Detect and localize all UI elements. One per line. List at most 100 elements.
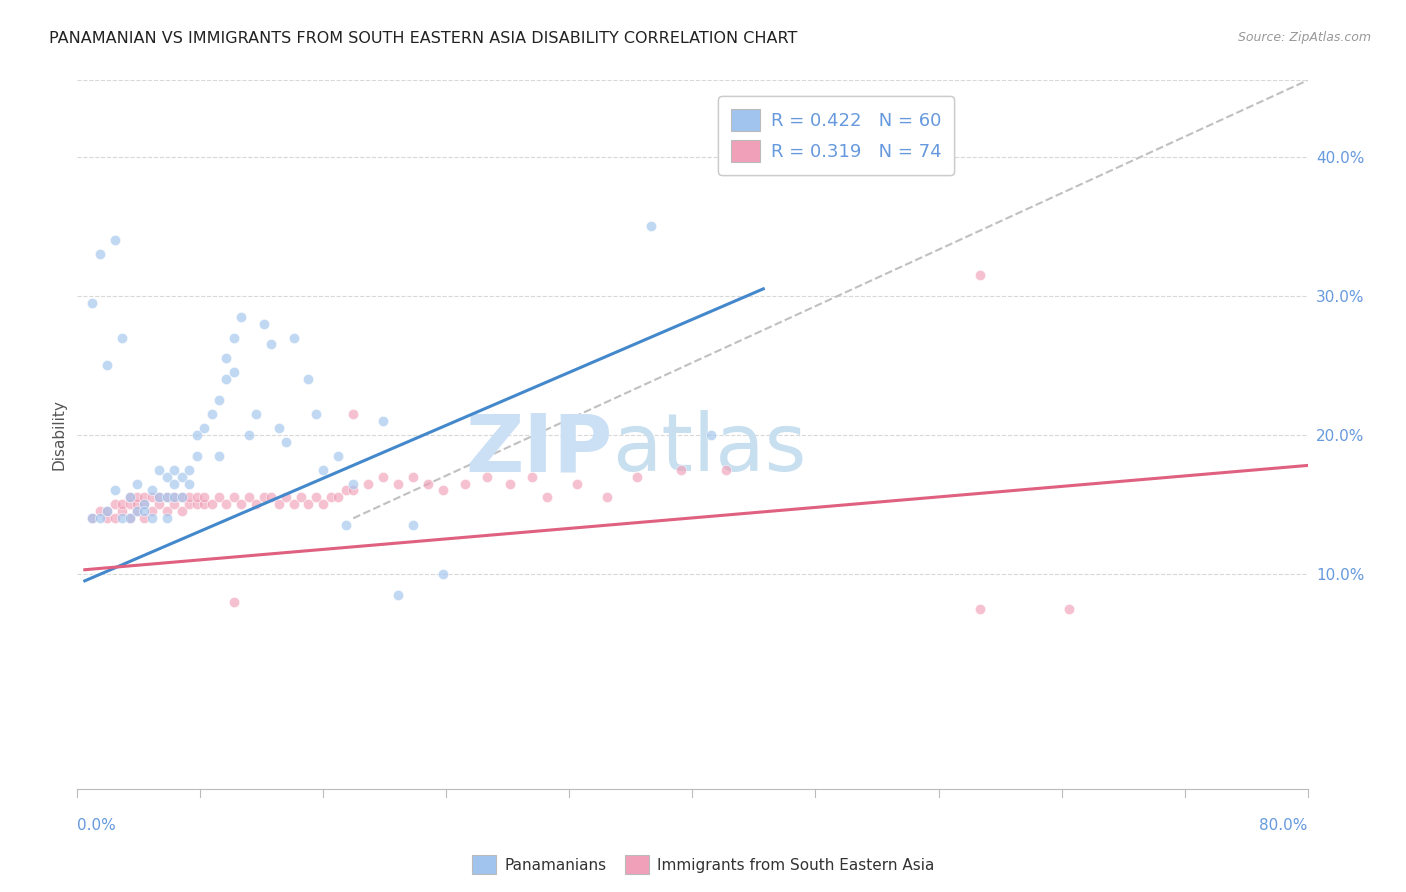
Point xyxy=(969,601,991,615)
Point xyxy=(200,407,222,421)
Point xyxy=(156,511,179,525)
Point xyxy=(186,491,208,505)
Point xyxy=(156,491,179,505)
Point xyxy=(416,476,439,491)
Point xyxy=(335,483,357,498)
Point xyxy=(260,491,283,505)
Point xyxy=(156,469,179,483)
Point xyxy=(134,497,156,511)
Point xyxy=(104,497,127,511)
Point xyxy=(118,497,141,511)
Point xyxy=(342,483,364,498)
Point xyxy=(274,434,297,449)
Point xyxy=(215,372,238,386)
Point xyxy=(179,476,201,491)
Point xyxy=(170,469,193,483)
Legend: Panamanians, Immigrants from South Eastern Asia: Panamanians, Immigrants from South Easte… xyxy=(465,849,941,880)
Point xyxy=(1057,601,1080,615)
Point xyxy=(231,310,253,324)
Point xyxy=(477,469,499,483)
Point xyxy=(342,476,364,491)
Text: 80.0%: 80.0% xyxy=(1260,818,1308,832)
Point xyxy=(714,462,737,476)
Point xyxy=(253,317,276,331)
Point xyxy=(297,372,319,386)
Point xyxy=(274,491,297,505)
Point xyxy=(700,428,723,442)
Point xyxy=(371,469,394,483)
Point xyxy=(290,491,312,505)
Point xyxy=(387,476,409,491)
Point xyxy=(283,497,305,511)
Point xyxy=(536,491,558,505)
Point xyxy=(231,497,253,511)
Point xyxy=(432,566,454,581)
Point xyxy=(89,511,111,525)
Point xyxy=(328,449,350,463)
Point xyxy=(245,407,267,421)
Point xyxy=(125,504,148,518)
Point xyxy=(267,421,290,435)
Point xyxy=(82,295,104,310)
Point xyxy=(371,414,394,428)
Point xyxy=(118,511,141,525)
Point xyxy=(134,497,156,511)
Point xyxy=(283,330,305,344)
Point xyxy=(193,491,215,505)
Point xyxy=(297,497,319,511)
Point xyxy=(186,449,208,463)
Point xyxy=(134,504,156,518)
Point xyxy=(208,393,231,408)
Point xyxy=(141,483,163,498)
Point xyxy=(111,511,134,525)
Point xyxy=(156,504,179,518)
Point xyxy=(148,462,170,476)
Point xyxy=(186,497,208,511)
Point xyxy=(89,504,111,518)
Text: atlas: atlas xyxy=(613,410,807,488)
Point xyxy=(148,491,170,505)
Point xyxy=(163,491,186,505)
Text: Source: ZipAtlas.com: Source: ZipAtlas.com xyxy=(1237,31,1371,45)
Point xyxy=(104,483,127,498)
Point xyxy=(125,491,148,505)
Point xyxy=(186,428,208,442)
Point xyxy=(89,247,111,261)
Point xyxy=(163,497,186,511)
Point xyxy=(305,407,328,421)
Point xyxy=(215,497,238,511)
Point xyxy=(222,330,245,344)
Point xyxy=(267,497,290,511)
Point xyxy=(156,491,179,505)
Point xyxy=(163,491,186,505)
Point xyxy=(238,491,260,505)
Point xyxy=(626,469,648,483)
Point xyxy=(141,511,163,525)
Point xyxy=(118,491,141,505)
Point xyxy=(148,491,170,505)
Point xyxy=(141,504,163,518)
Point xyxy=(82,511,104,525)
Point xyxy=(319,491,342,505)
Point xyxy=(640,219,662,234)
Point xyxy=(335,518,357,533)
Point xyxy=(111,504,134,518)
Point xyxy=(148,497,170,511)
Point xyxy=(104,511,127,525)
Point xyxy=(118,491,141,505)
Point xyxy=(565,476,588,491)
Point xyxy=(96,504,118,518)
Point xyxy=(125,497,148,511)
Point xyxy=(179,462,201,476)
Point xyxy=(305,491,328,505)
Point xyxy=(222,491,245,505)
Point xyxy=(208,449,231,463)
Point xyxy=(118,511,141,525)
Point xyxy=(96,504,118,518)
Point xyxy=(387,588,409,602)
Point xyxy=(111,497,134,511)
Point xyxy=(125,476,148,491)
Point xyxy=(671,462,693,476)
Point xyxy=(245,497,267,511)
Point xyxy=(357,476,380,491)
